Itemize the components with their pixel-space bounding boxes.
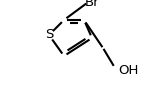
Text: S: S: [45, 28, 53, 42]
Text: OH: OH: [118, 64, 138, 78]
Text: Br: Br: [85, 0, 99, 10]
